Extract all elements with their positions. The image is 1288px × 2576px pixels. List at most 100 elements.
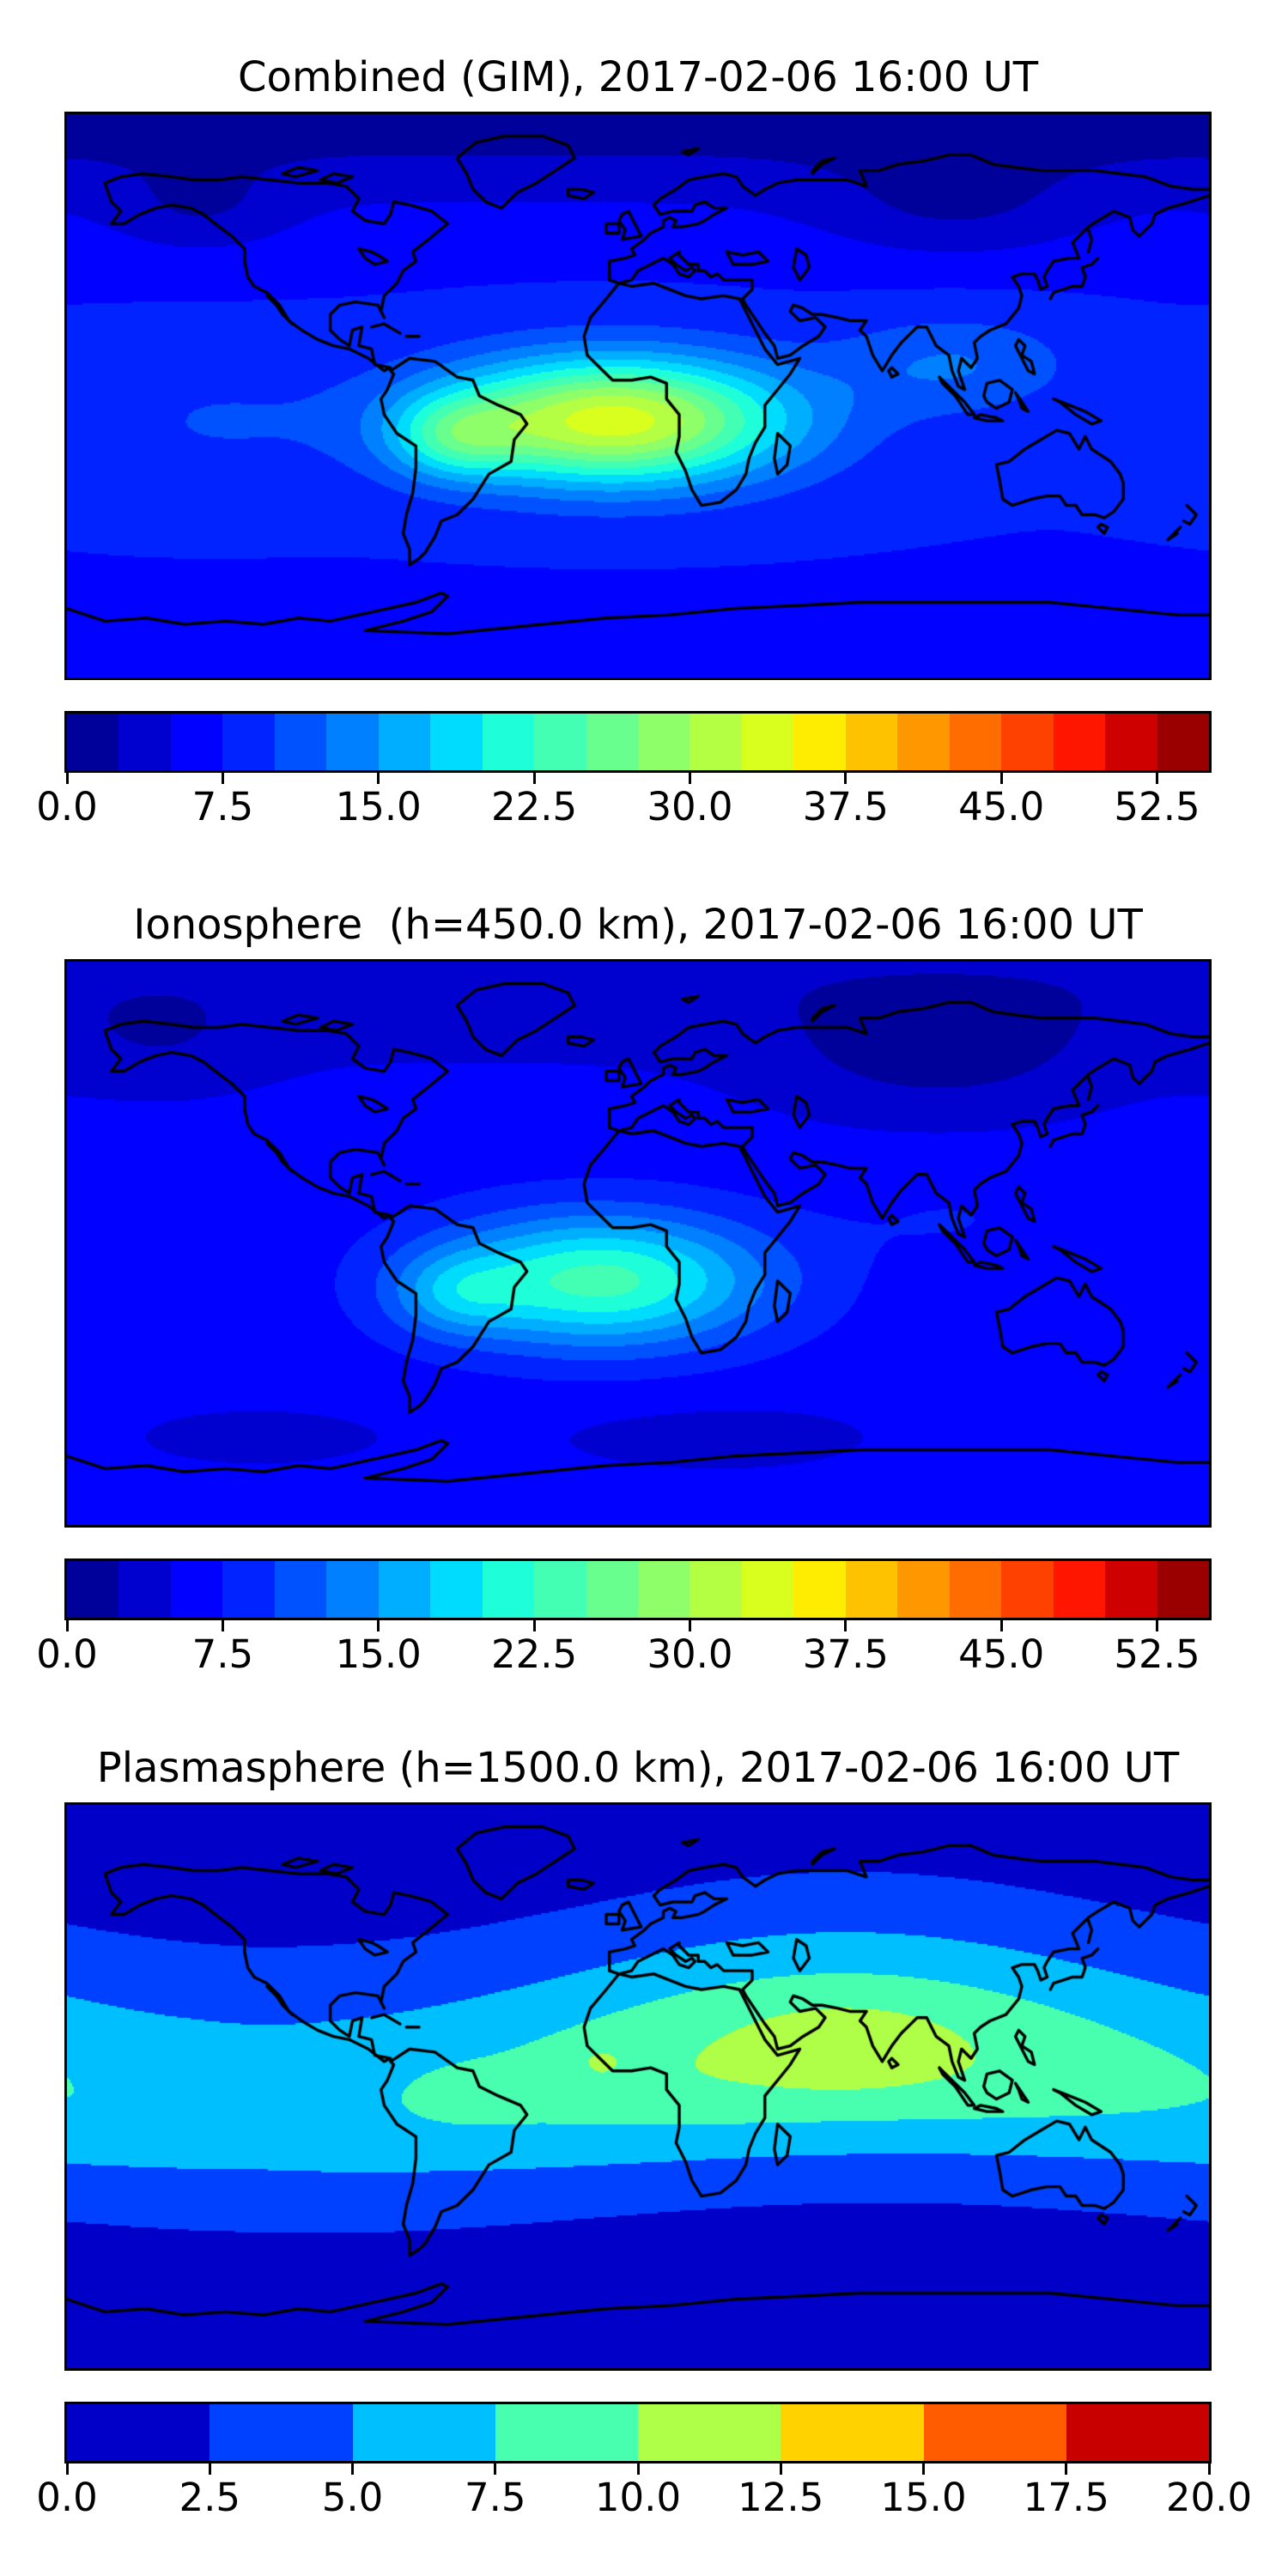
colorbar-segment [845,714,898,770]
colorbar-segment [897,1561,950,1618]
colorbar-segment [793,1561,846,1618]
colorbar-segment [741,714,794,770]
map-canvas-combined [67,114,1209,677]
colorbar-segment [897,714,950,770]
colorbar-segment [67,1561,119,1618]
colorbar-tick [636,2464,640,2475]
colorbar-tick [377,1620,380,1631]
colorbar-tick-label: 5.0 [321,2475,384,2520]
colorbar-segment [741,1561,794,1618]
colorbar-segment [637,714,690,770]
colorbar-plasmasphere [64,2402,1212,2464]
colorbar-tick [221,1620,224,1631]
colorbar-segment [1105,714,1157,770]
colorbar-tick [1156,1620,1159,1631]
colorbar-segment [118,1561,171,1618]
panel-combined-title: Combined (GIM), 2017-02-06 16:00 UT [237,53,1039,101]
panel-ionosphere-title: Ionosphere (h=450.0 km), 2017-02-06 16:0… [133,901,1143,949]
colorbar-segment [793,714,846,770]
colorbar-segment [326,714,379,770]
colorbar-segment [781,2404,924,2461]
colorbar-segment [1157,1561,1209,1618]
colorbar-tick-label: 0.0 [36,784,98,829]
colorbar-segment [118,714,171,770]
colorbar-segment [352,2404,495,2461]
map-canvas-plasmasphere [67,1805,1209,2368]
colorbar-tick-label: 2.5 [179,2475,241,2520]
colorbar-segment [482,1561,535,1618]
colorbar-segment [1053,1561,1106,1618]
colorbar-ticks-ionosphere [65,1620,1209,1632]
colorbar-tick [1207,2464,1211,2475]
colorbar-segment [534,714,586,770]
colorbar-tick [351,2464,354,2475]
colorbar-tick-label: 52.5 [1114,1631,1200,1677]
colorbar-tick-label: 30.0 [647,1631,733,1677]
colorbar-segment [67,2404,210,2461]
colorbar-segment [170,1561,223,1618]
colorbar-labels-plasmasphere: 0.0 2.5 5.0 7.5 10.0 12.5 15.0 17.5 20.0 [36,2475,1252,2524]
colorbar-tick-label: 22.5 [490,1631,578,1677]
colorbar-segment [637,1561,690,1618]
map-frame-combined [64,112,1212,680]
colorbar-segment [586,1561,638,1618]
colorbar-segment [690,714,742,770]
colorbar-tick-label: 52.5 [1114,784,1200,829]
colorbar-tick [999,773,1003,784]
colorbar-segment [170,714,223,770]
colorbar-segment [495,2404,638,2461]
colorbar-tick-label: 17.5 [1023,2475,1109,2520]
colorbar-segment [534,1561,586,1618]
colorbar-tick [999,1620,1003,1631]
colorbar-segment [430,714,483,770]
colorbar-segment [326,1561,379,1618]
colorbar-segments [67,1561,1209,1618]
colorbar-segment [222,1561,275,1618]
colorbar-tick-label: 12.5 [738,2475,824,2520]
colorbar-tick-label: 22.5 [490,784,578,829]
colorbar-tick [844,773,848,784]
colorbar-segment [949,714,1002,770]
colorbar-tick-label: 7.5 [191,1631,254,1677]
colorbar-segment [845,1561,898,1618]
colorbar-tick-label: 0.0 [36,1631,98,1677]
colorbar-segment [67,714,119,770]
colorbar-tick-label: 37.5 [802,784,889,829]
colorbar-tick-label: 15.0 [335,784,422,829]
colorbar-tick [532,1620,536,1631]
colorbar-tick [494,2464,497,2475]
colorbar-tick [65,1620,69,1631]
colorbar-segment [638,2404,781,2461]
colorbar-tick-label: 30.0 [647,784,733,829]
colorbar-tick [779,2464,782,2475]
colorbar-tick [208,2464,211,2475]
colorbar-segments [67,2404,1209,2461]
colorbar-segments [67,714,1209,770]
colorbar-segment [378,1561,431,1618]
map-frame-plasmasphere [64,1802,1212,2371]
colorbar-tick [377,773,380,784]
colorbar-segment [1105,1561,1157,1618]
colorbar-tick [221,773,224,784]
colorbar-tick [688,1620,691,1631]
colorbar-segment [1066,2404,1209,2461]
colorbar-segment [1053,714,1106,770]
colorbar-segment [1001,1561,1054,1618]
colorbar-segment [210,2404,353,2461]
colorbar-segment [222,714,275,770]
panel-plasmasphere-title: Plasmasphere (h=1500.0 km), 2017-02-06 1… [96,1744,1180,1792]
colorbar-segment [274,1561,327,1618]
colorbar-segment [274,714,327,770]
map-canvas-ionosphere [67,962,1209,1525]
colorbar-segment [1157,714,1209,770]
colorbar-combined [64,711,1212,773]
colorbar-segment [949,1561,1002,1618]
colorbar-tick-label: 15.0 [880,2475,967,2520]
colorbar-tick [65,2464,69,2475]
colorbar-tick-label: 45.0 [958,1631,1045,1677]
colorbar-ticks-combined [65,773,1209,785]
colorbar-tick [1156,773,1159,784]
colorbar-segment [690,1561,742,1618]
colorbar-tick-label: 7.5 [191,784,254,829]
